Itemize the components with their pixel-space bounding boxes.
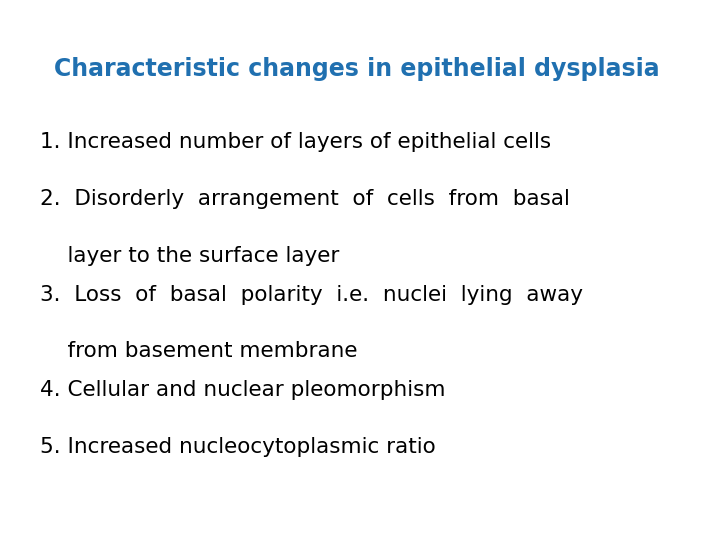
Text: Characteristic changes in epithelial dysplasia: Characteristic changes in epithelial dys… [54,57,660,80]
Text: 4. Cellular and nuclear pleomorphism: 4. Cellular and nuclear pleomorphism [40,380,445,400]
Text: from basement membrane: from basement membrane [40,341,357,361]
Text: 3.  Loss  of  basal  polarity  i.e.  nuclei  lying  away: 3. Loss of basal polarity i.e. nuclei ly… [40,285,582,305]
Text: 1. Increased number of layers of epithelial cells: 1. Increased number of layers of epithel… [40,132,551,152]
Text: layer to the surface layer: layer to the surface layer [40,246,339,266]
Text: 5. Increased nucleocytoplasmic ratio: 5. Increased nucleocytoplasmic ratio [40,437,436,457]
Text: 2.  Disorderly  arrangement  of  cells  from  basal: 2. Disorderly arrangement of cells from … [40,189,570,209]
